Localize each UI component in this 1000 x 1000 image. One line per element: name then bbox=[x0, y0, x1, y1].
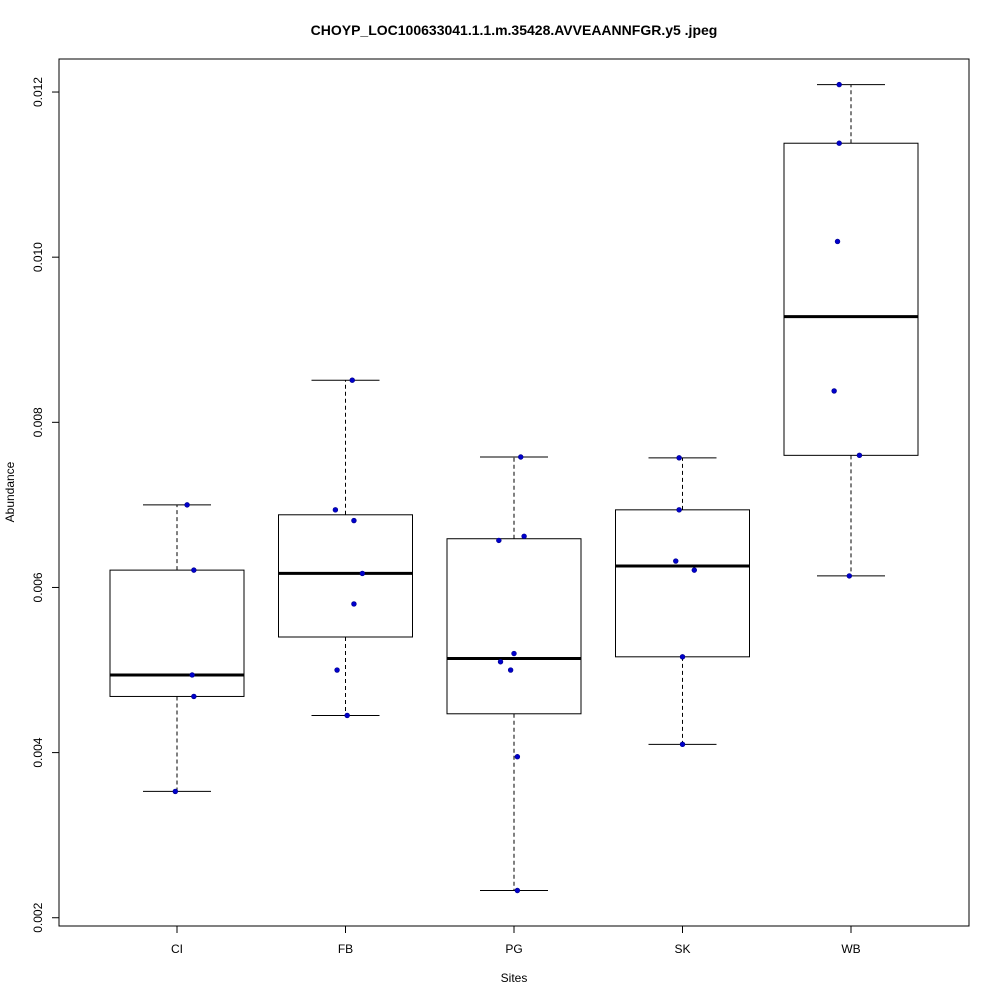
iqr-box bbox=[278, 514, 413, 638]
y-axis-label: Abundance bbox=[3, 461, 17, 522]
chart-title: CHOYP_LOC100633041.1.1.m.35428.AVVEAANNF… bbox=[311, 22, 718, 38]
data-point-sk bbox=[676, 507, 682, 513]
data-point-ci bbox=[189, 672, 195, 678]
y-tick-label: 0.006 bbox=[31, 572, 45, 602]
box-group bbox=[109, 84, 919, 891]
data-point-pg bbox=[496, 537, 502, 544]
iqr-box bbox=[615, 509, 750, 658]
data-point-wb bbox=[856, 452, 863, 459]
data-point-fb bbox=[359, 570, 366, 577]
data-point-fb bbox=[349, 377, 355, 383]
data-point-wb bbox=[846, 573, 853, 579]
data-point-ci bbox=[184, 502, 190, 508]
y-tick-label: 0.012 bbox=[31, 77, 45, 107]
box-wb bbox=[783, 84, 919, 577]
data-point-fb bbox=[332, 507, 339, 513]
x-tick-label: PG bbox=[505, 942, 522, 956]
data-point-ci bbox=[172, 788, 179, 795]
x-tick-label: WB bbox=[841, 942, 860, 956]
x-tick-label: FB bbox=[338, 942, 353, 956]
data-point-pg bbox=[511, 650, 517, 657]
iqr-box bbox=[109, 569, 245, 697]
data-point-ci bbox=[191, 567, 197, 573]
data-point-wb bbox=[834, 238, 841, 245]
y-axis: 0.002 0.004 0.006 0.008 0.010 0.012 bbox=[31, 77, 59, 933]
x-tick-label: CI bbox=[171, 942, 183, 956]
x-axis-label: Sites bbox=[501, 971, 528, 985]
data-point-pg bbox=[514, 887, 521, 894]
data-point-pg bbox=[497, 659, 504, 665]
data-point-sk bbox=[679, 741, 686, 748]
data-point-wb bbox=[836, 140, 842, 146]
data-point-wb bbox=[836, 81, 842, 88]
y-tick-label: 0.002 bbox=[31, 902, 45, 932]
data-point-pg bbox=[514, 754, 521, 760]
data-point-fb bbox=[334, 667, 340, 673]
iqr-box bbox=[783, 142, 919, 456]
y-tick-label: 0.004 bbox=[31, 737, 45, 767]
iqr-box bbox=[446, 538, 582, 715]
data-point-fb bbox=[351, 601, 357, 607]
data-point-pg bbox=[518, 454, 524, 460]
y-tick-label: 0.008 bbox=[31, 407, 45, 437]
box-ci bbox=[109, 504, 245, 792]
data-point-wb bbox=[831, 388, 837, 394]
x-axis: CI FB PG SK WB bbox=[171, 926, 861, 956]
box-pg bbox=[446, 456, 582, 891]
data-point-pg bbox=[507, 667, 514, 673]
x-tick-label: SK bbox=[674, 942, 690, 956]
point-group bbox=[172, 81, 863, 894]
data-point-ci bbox=[191, 693, 197, 700]
data-point-fb bbox=[344, 712, 350, 719]
data-point-sk bbox=[679, 654, 686, 660]
data-point-sk bbox=[673, 558, 679, 564]
data-point-sk bbox=[691, 567, 697, 573]
y-tick-label: 0.010 bbox=[31, 242, 45, 272]
box-fb bbox=[278, 379, 413, 716]
data-point-pg bbox=[521, 533, 527, 539]
box-sk bbox=[615, 457, 750, 745]
data-point-fb bbox=[351, 517, 357, 524]
data-point-sk bbox=[676, 455, 682, 461]
